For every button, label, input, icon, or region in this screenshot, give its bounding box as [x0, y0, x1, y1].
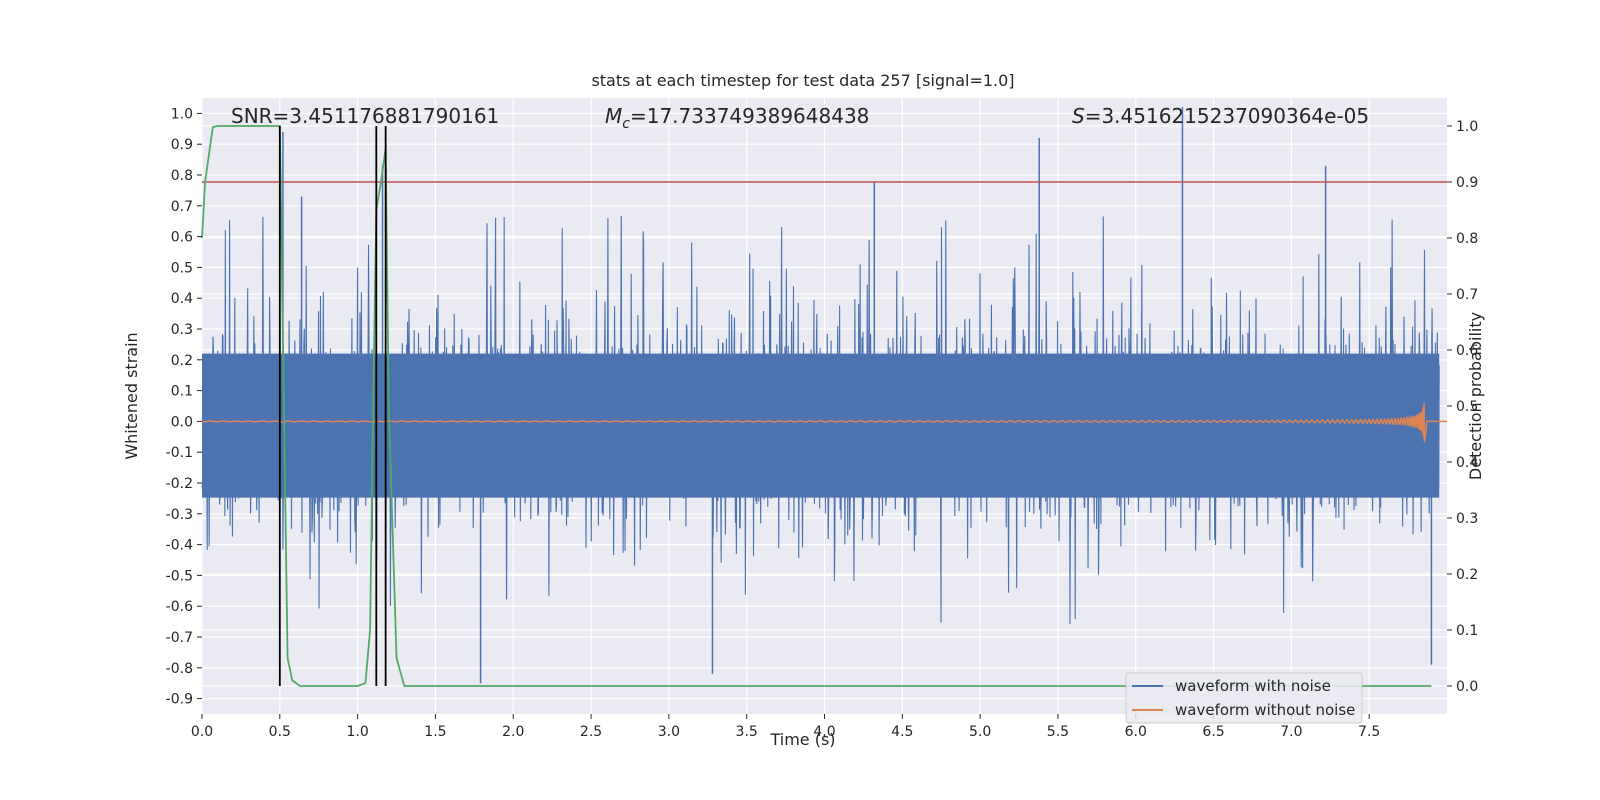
chirp-mass-symbol: M [605, 104, 622, 128]
y-tick-label-right: 0.5 [1456, 399, 1478, 415]
y-tick-label-right: 0.3 [1456, 511, 1478, 527]
y-tick-label-left: 0.7 [171, 199, 193, 215]
y-tick-label-left: 0.2 [171, 353, 193, 369]
y-tick-label-left: 0.1 [171, 384, 193, 400]
y-tick-label-left: -0.7 [166, 630, 193, 646]
y-tick-label-right: 0.0 [1456, 679, 1478, 695]
x-tick-label: 2.5 [580, 724, 602, 740]
chart-title: stats at each timestep for test data 257… [591, 71, 1014, 90]
x-tick-label: 5.5 [1047, 724, 1069, 740]
axis-ticks: 0.0 0.5 1.0 1.5 2.0 2.5 3.0 3.5 4.0 4.5 5.0 5.5 6.0 6… [166, 106, 1479, 740]
y-tick-label-left: 0.5 [171, 260, 193, 276]
x-tick-label: 1.5 [424, 724, 446, 740]
y-tick-label-right: 0.4 [1456, 455, 1478, 471]
x-tick-label: 5.0 [969, 724, 991, 740]
y-tick-label-left: 0.0 [171, 414, 193, 430]
x-tick-label: 0.5 [269, 724, 291, 740]
y-tick-label-right: 0.1 [1456, 623, 1478, 639]
x-tick-label: 6.0 [1125, 724, 1147, 740]
chirp-mass-annotation: Mc=17.733749389648438 [605, 104, 869, 132]
legend: waveform with noise waveform without noi… [1125, 672, 1363, 724]
vertical-markers [278, 126, 387, 686]
x-tick-label: 6.5 [1202, 724, 1224, 740]
y-tick-label-left: -0.3 [166, 507, 193, 523]
y-tick-label-right: 0.2 [1456, 567, 1478, 583]
y-tick-label-left: -0.6 [166, 599, 193, 615]
s-annotation: S=3.4516215237090364e-05 [1072, 104, 1369, 128]
s-symbol: S [1072, 104, 1085, 128]
y-tick-label-left: 0.4 [171, 291, 193, 307]
y-tick-label-left: -0.2 [166, 476, 193, 492]
y-tick-label-right: 0.9 [1456, 175, 1478, 191]
x-tick-label: 4.0 [813, 724, 835, 740]
x-tick-label: 0.0 [191, 724, 213, 740]
y-tick-label-left: 1.0 [171, 106, 193, 122]
y-axis-label-right: Detection probability [1466, 312, 1485, 480]
y-tick-label-left: -0.8 [166, 661, 193, 677]
y-tick-label-left: -0.4 [166, 538, 193, 554]
detection-probability-line [201, 125, 1432, 687]
x-tick-label: 4.5 [891, 724, 913, 740]
s-value: =3.4516215237090364e-05 [1085, 104, 1369, 128]
x-tick-label: 7.5 [1358, 724, 1380, 740]
y-axis-label-left: Whitened strain [122, 332, 141, 459]
chirp-mass-value: =17.733749389648438 [630, 104, 869, 128]
y-tick-label-left: -0.9 [166, 692, 193, 708]
noise-dense-core [202, 353, 1440, 498]
legend-box [1125, 672, 1363, 724]
x-axis-label: Time (s) [769, 730, 835, 749]
y-tick-label-left: -0.5 [166, 568, 193, 584]
y-tick-label-right: 0.7 [1456, 287, 1478, 303]
x-tick-label: 1.0 [346, 724, 368, 740]
x-tick-label: 2.0 [502, 724, 524, 740]
y-tick-label-right: 0.6 [1456, 343, 1478, 359]
series-waveform-without-noise [201, 402, 1447, 443]
series-detection-probability [201, 125, 1432, 687]
y-tick-label-left: 0.8 [171, 168, 193, 184]
legend-label-waveform-with-noise: waveform with noise [1175, 677, 1331, 695]
y-tick-label-left: 0.6 [171, 230, 193, 246]
y-tick-label-left: -0.1 [166, 445, 193, 461]
y-tick-label-left: 0.3 [171, 322, 193, 338]
chirp-mass-subscript: c [622, 116, 630, 132]
snr-annotation: SNR=3.451176881790161 [231, 104, 499, 128]
y-tick-label-right: 0.8 [1456, 231, 1478, 247]
x-tick-label: 7.0 [1280, 724, 1302, 740]
y-tick-label-left: 0.9 [171, 137, 193, 153]
clean-waveform-line [201, 402, 1447, 443]
y-tick-label-right: 1.0 [1456, 119, 1478, 135]
series-waveform-with-noise [201, 107, 1440, 684]
x-tick-label: 3.5 [736, 724, 758, 740]
x-tick-label: 3.0 [658, 724, 680, 740]
legend-label-waveform-without-noise: waveform without noise [1175, 701, 1355, 719]
